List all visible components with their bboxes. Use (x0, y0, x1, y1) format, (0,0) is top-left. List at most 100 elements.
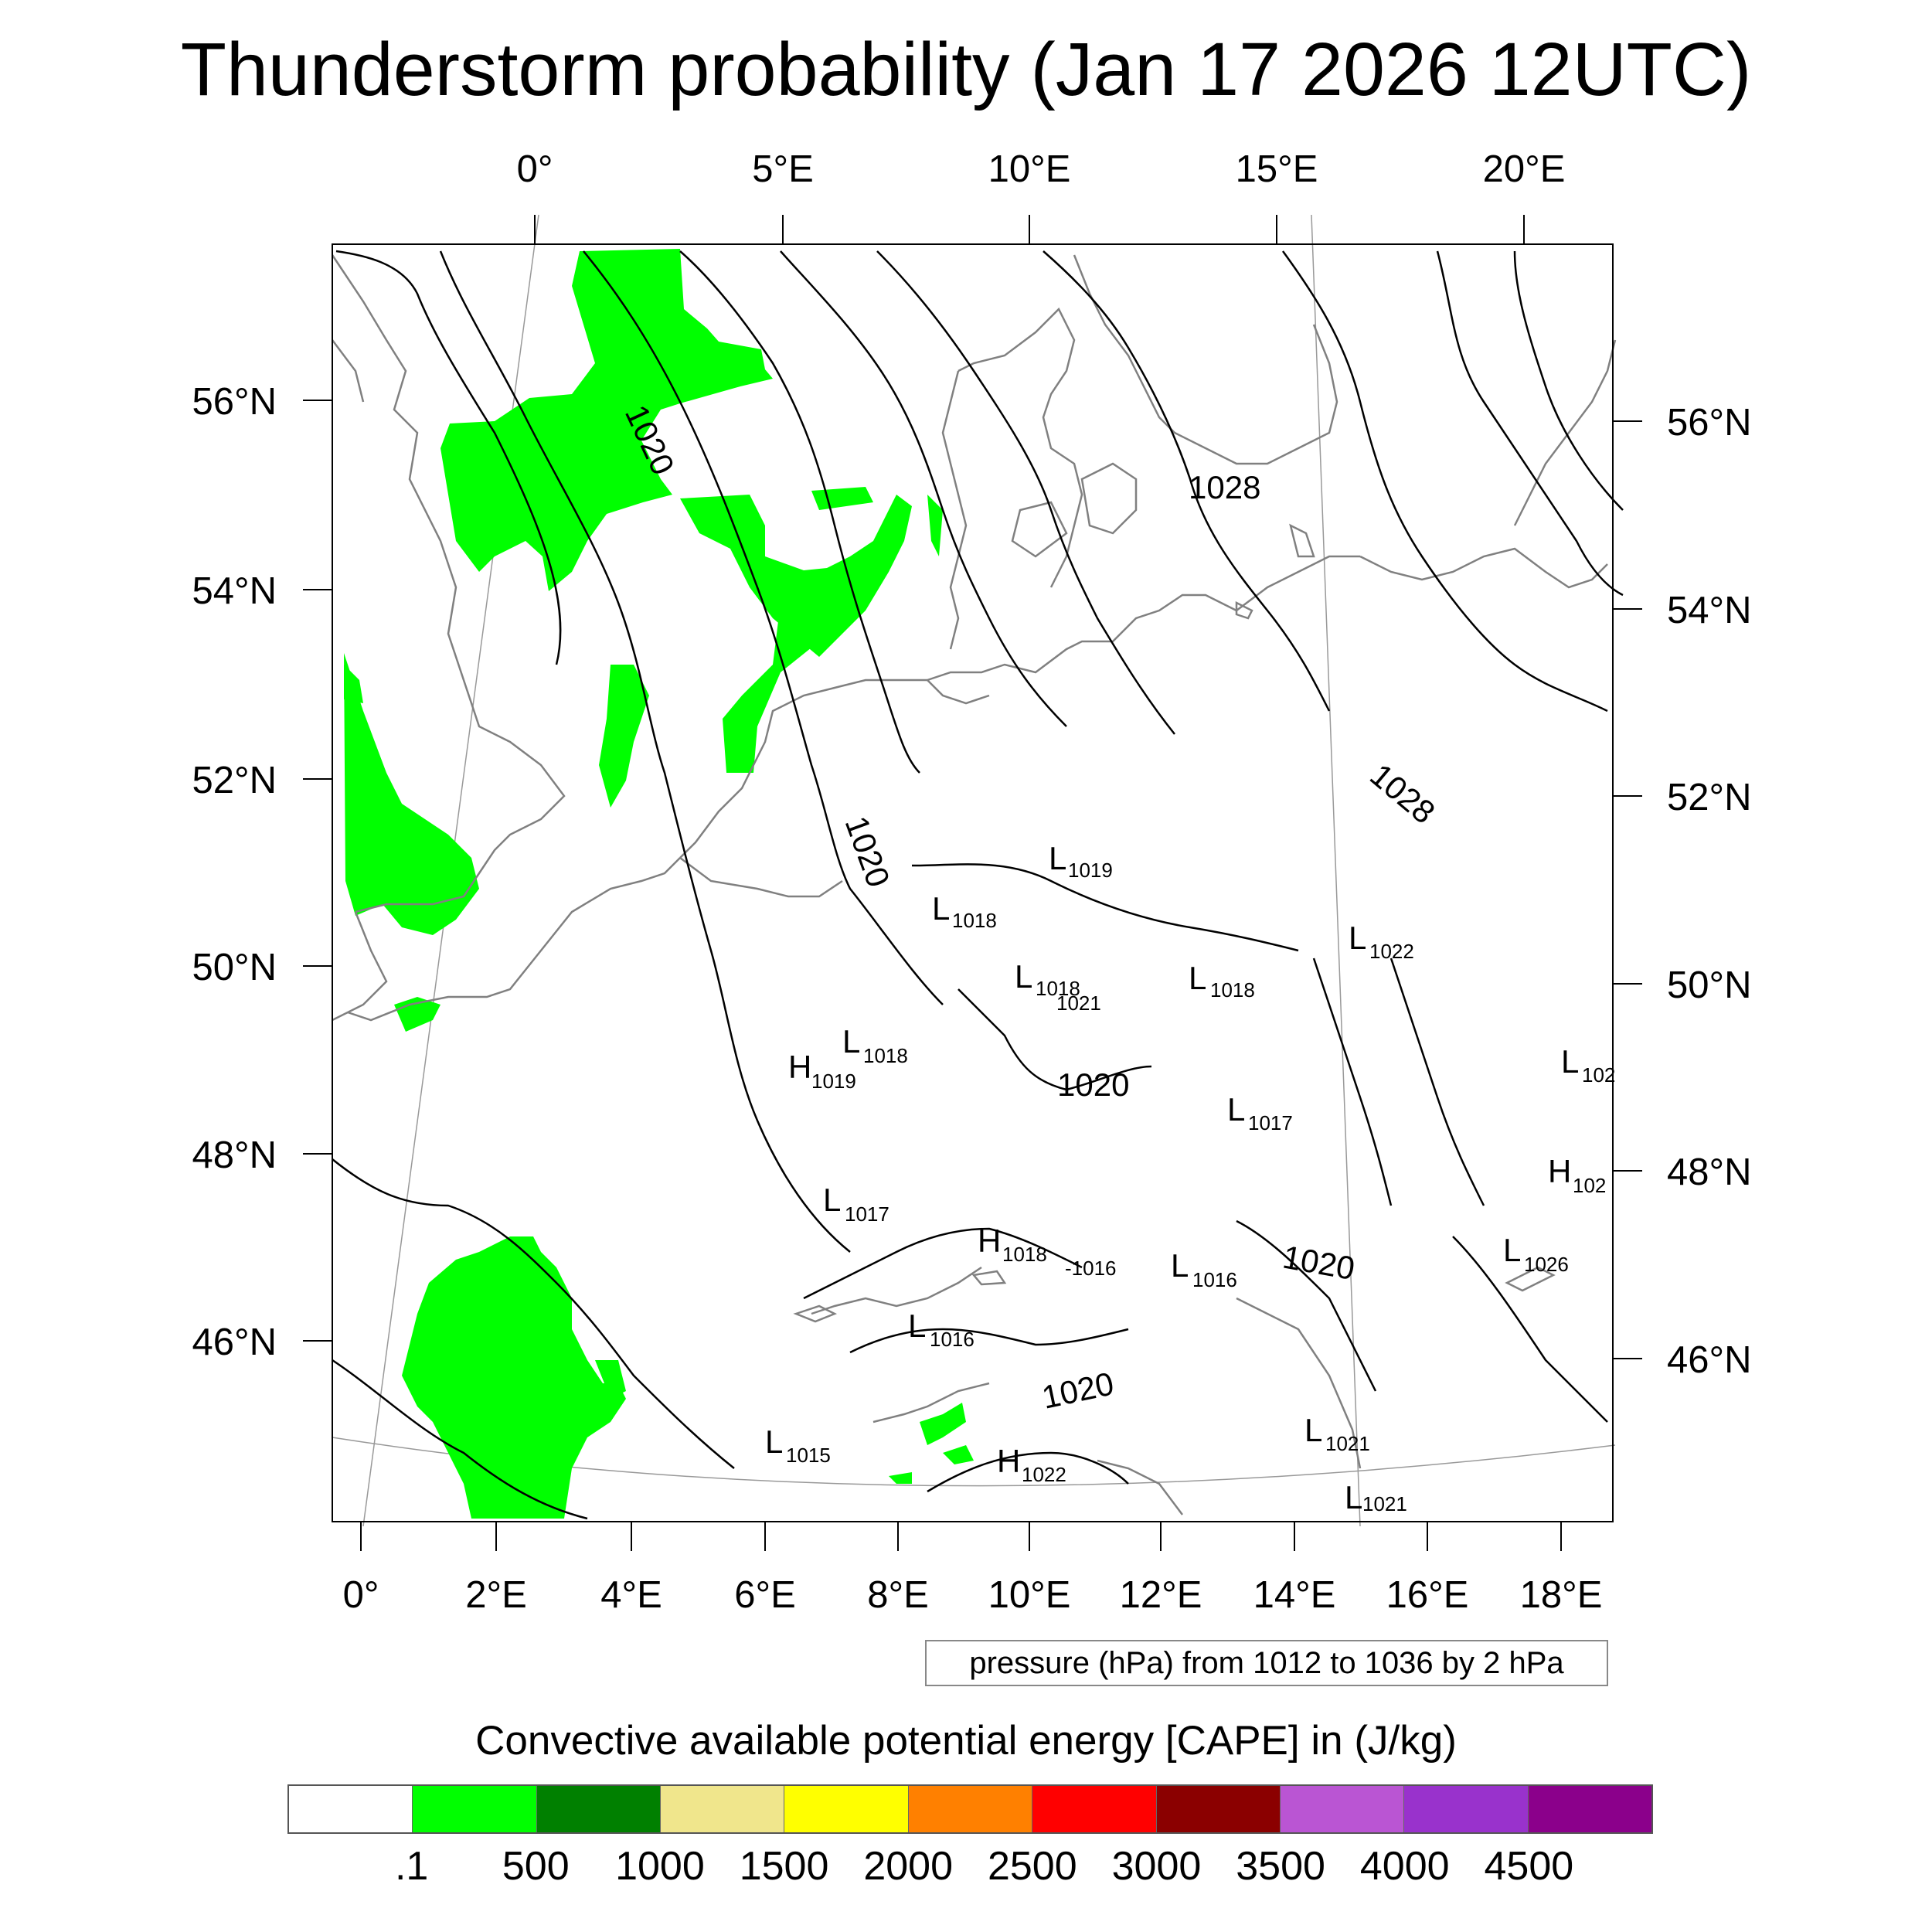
cape-region-skagerrak (927, 495, 943, 556)
svg-text:L: L (1561, 1043, 1579, 1080)
coastlines (331, 254, 1617, 1515)
pressure-center: L 102 (1561, 1043, 1615, 1087)
cape-region-ligurian (920, 1403, 966, 1445)
isobar-label: 1020 (1280, 1239, 1357, 1287)
colorbar-cell (1032, 1786, 1157, 1832)
svg-text:1016: 1016 (930, 1328, 975, 1351)
lon-label: 10°E (988, 148, 1071, 190)
svg-text:1015: 1015 (786, 1444, 831, 1467)
lon-label: 18°E (1520, 1574, 1603, 1616)
svg-text:L: L (932, 890, 950, 927)
netherlands-coast (679, 679, 927, 859)
svg-text:1016: 1016 (1192, 1268, 1237, 1291)
alps-lakes (811, 1266, 982, 1315)
ligurian-coast (872, 1382, 990, 1423)
baltic-states (1513, 339, 1617, 526)
svg-text:102: 102 (1582, 1063, 1615, 1087)
svg-text:1018: 1018 (863, 1044, 908, 1067)
cape-region-north-sea (440, 249, 773, 591)
colorbar-label: 2500 (987, 1844, 1077, 1889)
gotland (1289, 523, 1315, 558)
pressure-note: pressure (hPa) from 1012 to 1036 by 2 hP… (925, 1640, 1608, 1686)
lat-label: 56°N (192, 381, 277, 423)
lon-label: 14°E (1253, 1574, 1336, 1616)
isobar-label: 1020 (1039, 1365, 1117, 1415)
cape-region-ligurian-2 (943, 1445, 974, 1464)
svg-text:1021: 1021 (1362, 1492, 1407, 1515)
colorbar-cell (784, 1786, 909, 1832)
isobar-label: 1020 (1057, 1066, 1129, 1103)
bottom-lon-labels: 0° 2°E 4°E 6°E 8°E 10°E 12°E 14°E 16°E 1… (343, 1574, 1603, 1616)
pressure-center: L 1026 (1503, 1232, 1569, 1276)
colorbar-cell (661, 1786, 785, 1832)
colorbar (287, 1784, 1653, 1834)
cape-region-north-sea-mid (599, 665, 649, 808)
pressure-center: H 1022 (997, 1443, 1066, 1486)
lat-label: 52°N (1667, 777, 1751, 818)
colorbar-label: 1500 (739, 1844, 829, 1889)
pressure-center: L 1016 (908, 1308, 975, 1351)
svg-text:1017: 1017 (1248, 1111, 1293, 1134)
isobar-label: 1028 (1363, 757, 1442, 831)
colorbar-label: 3500 (1236, 1844, 1325, 1889)
cape-region-biscay-east (595, 1360, 626, 1399)
lon-label: 20°E (1483, 148, 1566, 190)
svg-text:L: L (1503, 1232, 1521, 1268)
svg-text:1018: 1018 (952, 909, 997, 932)
funen (1011, 501, 1068, 558)
lon-label: 12°E (1120, 1574, 1202, 1616)
uk-coast (331, 254, 566, 913)
cape-region-channel (344, 653, 479, 935)
colorbar-cell (536, 1786, 662, 1832)
svg-text:L: L (823, 1182, 841, 1218)
svg-text:1019: 1019 (811, 1070, 856, 1093)
denmark-west (941, 370, 968, 650)
svg-text:H: H (978, 1223, 1001, 1259)
colorbar-cell (1404, 1786, 1529, 1832)
pressure-center: L 1018 (1189, 960, 1255, 1002)
partial-label: 1021 (1056, 992, 1101, 1015)
colorbar-cell (1156, 1786, 1281, 1832)
ireland-coast (332, 339, 365, 403)
svg-text:L: L (765, 1423, 783, 1460)
lon-label: 0° (517, 148, 553, 190)
sweden-coast (1073, 254, 1338, 465)
partial-label: -1016 (1065, 1257, 1117, 1280)
baltic-south (1359, 547, 1608, 589)
lon-label: 16°E (1386, 1574, 1469, 1616)
pressure-center: L 1017 (823, 1182, 889, 1226)
right-lat-labels: 56°N 54°N 52°N 50°N 48°N 46°N (1667, 402, 1751, 1381)
pressure-centers: L 1019 L 1018 L 1018 L 1018 L 1022 L 1018 H 101… (765, 840, 1615, 1515)
svg-text:L: L (1227, 1091, 1245, 1128)
svg-text:H: H (1548, 1153, 1571, 1189)
cape-region-helgoland (811, 487, 873, 510)
colorbar-label: 4000 (1359, 1844, 1450, 1889)
colorbar-label: 500 (502, 1844, 570, 1889)
zealand (1080, 462, 1138, 535)
left-lat-labels: 56°N 54°N 52°N 50°N 48°N 46°N (192, 381, 277, 1363)
colorbar-label: 1000 (615, 1844, 705, 1889)
lat-label: 46°N (1667, 1339, 1751, 1381)
colorbar-title: Convective available potential energy [C… (475, 1718, 1457, 1764)
lat-label: 50°N (1667, 964, 1751, 1006)
svg-text:1018: 1018 (1036, 977, 1080, 1000)
isobar-label: 1028 (1189, 469, 1260, 505)
lake-balaton (1505, 1266, 1556, 1292)
lon-label: 0° (343, 1574, 379, 1616)
lat-label: 52°N (192, 760, 277, 801)
svg-text:102: 102 (1573, 1174, 1606, 1197)
germany-coast (927, 555, 1360, 682)
pressure-center: L 1018 (1015, 958, 1080, 1000)
colorbar-label: .1 (394, 1844, 429, 1889)
top-lon-labels: 0° 5°E 10°E 15°E 20°E (517, 148, 1566, 190)
svg-text:L: L (1345, 1479, 1362, 1515)
svg-text:1018: 1018 (1210, 978, 1255, 1002)
pressure-center: L 1022 (1349, 920, 1414, 963)
pressure-center: L 1021 (1304, 1412, 1370, 1455)
pressure-center: L 1018 (932, 890, 997, 932)
bornholm (1235, 600, 1253, 620)
svg-text:L: L (842, 1023, 860, 1060)
map-frame (332, 243, 1614, 1522)
wadden (927, 679, 990, 705)
france-north-coast (347, 857, 681, 1022)
